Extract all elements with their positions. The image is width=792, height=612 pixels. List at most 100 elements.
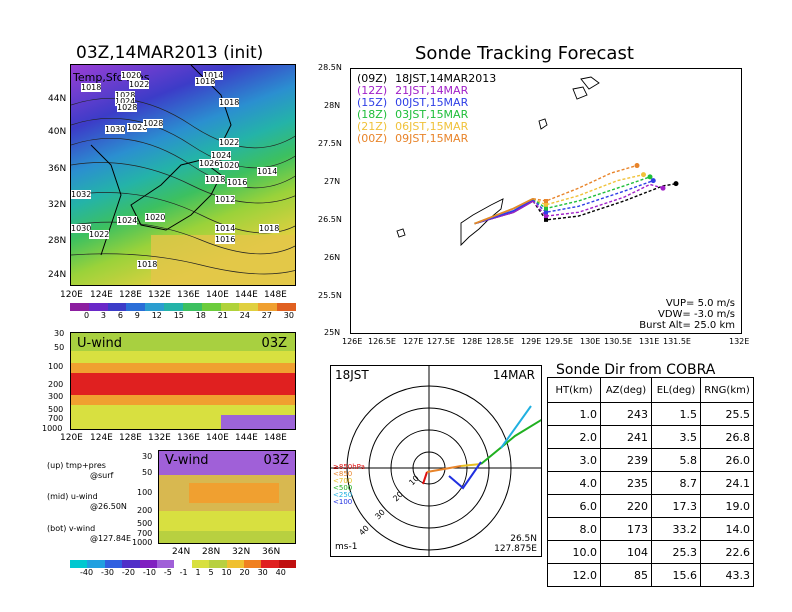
cell: 26.0 [700,448,754,472]
legend-time: 03JST,15MAR [395,108,469,121]
polar-svg [331,366,541,556]
lat-tick-label: 27N [324,177,341,186]
lat-tick-label: 36N [262,547,281,557]
lon-tick-label: 128E [119,433,142,443]
p-tick-label: 500 [137,519,153,528]
p-tick-label: 1000 [132,538,153,547]
legend-line: (mid) u-wind [47,492,98,501]
hodograph-line [448,461,482,490]
track-line-descent [532,176,651,210]
pressure-label: 1016 [215,235,236,244]
pressure-label: 1022 [219,138,240,147]
cell: 4.0 [547,471,601,495]
lon-tick-label: 140E [206,290,229,300]
lat-tick-label: 24N [48,270,67,280]
polar-time: 18JST [335,368,369,382]
track-line-descent [532,183,677,221]
lon-tick-label: 130E [580,337,601,346]
lon-tick-label: 132E [148,290,171,300]
legend-code: (00Z) [357,132,388,145]
p-tick-label: 100 [48,362,64,371]
wind-colorbar [70,560,297,568]
cell: 3.5 [651,425,701,449]
cell: 43.3 [700,563,754,587]
lon-tick-label: 131E [639,337,660,346]
sonde-params: VUP= 5.0 m/s VDW= -3.0 m/s Burst Alt= 25… [639,298,735,331]
param-line: Burst Alt= 25.0 km [639,320,735,331]
polar-loc: 26.5N 127.875E [494,534,537,554]
cell: 85 [600,563,652,587]
p-tick-label: 50 [54,343,65,352]
hodograph-line [480,418,541,465]
lon-tick-label: 136E [177,433,200,443]
coastline [396,228,406,238]
param-line: VUP= 5.0 m/s [665,298,735,309]
legend-line: @127.84E [90,534,132,543]
polar-plot: 18JST 14MAR 10 20 30 40 ≥850hPa <850 <70… [330,365,542,557]
p-tick-label: 100 [137,488,153,497]
track-line-descent [532,183,664,217]
lon-tick-label: 120E [60,290,83,300]
legend-time: 06JST,15MAR [395,120,469,133]
cell: 8.7 [651,471,701,495]
cell: 25.3 [651,540,701,564]
temp-colorbar [70,303,296,311]
lat-tick-label: 44N [48,94,67,104]
legend-line: (bot) v-wind [47,524,96,533]
cell: 8.0 [547,517,601,541]
sonde-dir-table: HT(km) AZ(deg) EL(deg) RNG(km) 1.0 243 1… [547,377,754,587]
legend-code: (21Z) [357,120,388,133]
cell: 1.5 [651,402,701,426]
lon-tick-label: 136E [177,290,200,300]
colorbar-tick: 18 [195,311,206,320]
colorbar-tick: 15 [173,311,184,320]
colorbar-tick: 30 [283,311,294,320]
landing-point [634,163,640,169]
lon-tick-label: 144E [235,433,258,443]
legend-code: (12Z) [357,84,388,97]
lat-tick-label: 32N [232,547,251,557]
track-legend-item: (21Z) 06JST,15MAR [357,121,496,133]
p-tick-label: 1000 [42,424,63,433]
lat-tick-label: 36N [48,164,67,174]
colorbar-tick: 27 [261,311,272,320]
cell: 19.0 [700,494,754,518]
cell: 33.2 [651,517,701,541]
pressure-legend-item: <700 [333,477,353,485]
lon-tick-label: 132E [729,337,750,346]
col-header: HT(km) [547,377,601,403]
vwind-panel: V-wind 03Z [158,450,296,544]
polar-lon: 127.875E [494,544,537,554]
cell: 239 [600,448,652,472]
lon-tick-label: 124E [90,433,113,443]
pressure-legend-item: <250 [333,491,353,499]
cell: 243 [600,402,652,426]
colorbar-tick: 30 [257,568,268,577]
track-line-descent [532,164,638,202]
table-row: 10.0 104 25.3 22.6 [547,540,754,564]
track-legend: (09Z) 18JST,14MAR2013 (12Z) 21JST,14MAR … [357,73,496,145]
cell: 235 [600,471,652,495]
cell: 22.6 [700,540,754,564]
colorbar-tick: -1 [179,568,188,577]
colorbar-tick: -20 [121,568,135,577]
pressure-label: 1014 [203,71,224,80]
col-header: RNG(km) [700,377,754,403]
legend-time: 21JST,14MAR [395,84,469,97]
lon-tick-label: 124E [90,290,113,300]
cell: 5.8 [651,448,701,472]
lat-tick-label: 26N [324,253,341,262]
pressure-color-legend: ≥850hPa <850 <700 <500 <250 <100 [333,464,365,506]
lat-tick-label: 28.5N [318,63,342,72]
pressure-label: 1026 [127,123,148,132]
pressure-label: 1026 [199,159,220,168]
lon-tick-label: 132E [148,433,171,443]
coastline [538,118,548,130]
pressure-label: 1018 [137,260,158,269]
polar-date: 14MAR [492,368,535,382]
track-series [474,163,679,225]
legend-time: 00JST,15MAR [395,96,469,109]
p-tick-label: 200 [48,380,64,389]
lat-tick-label: 24N [172,547,191,557]
lat-tick-label: 40N [48,127,67,137]
